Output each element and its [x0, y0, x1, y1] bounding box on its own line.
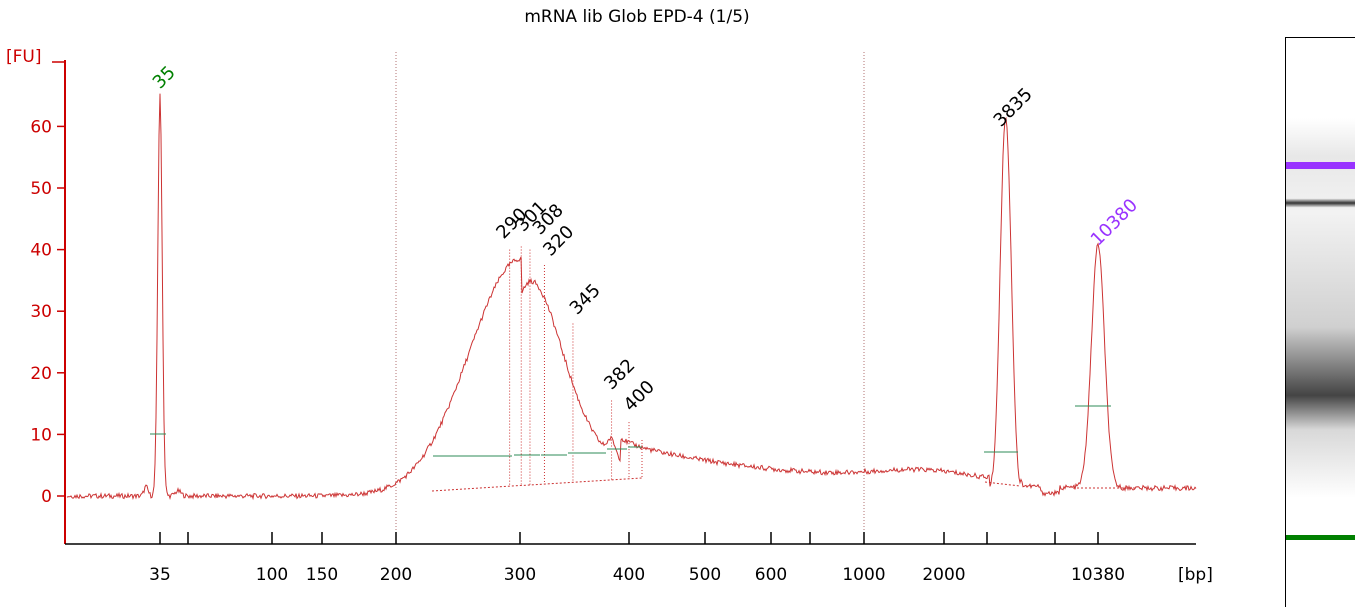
y-tick-label: 40 [30, 241, 52, 261]
gel-smear [1286, 118, 1355, 498]
y-tick-label: 30 [30, 302, 52, 322]
x-axis-unit-label: [bp] [1178, 565, 1213, 585]
x-tick-label: 2000 [922, 565, 965, 585]
gel-upper-marker-band [1286, 162, 1355, 169]
electropherogram-chart: mRNA lib Glob EPD-4 (1/5) [FU] [bp] 0 10 2… [6, 7, 1213, 585]
y-tick-label: 10 [30, 425, 52, 445]
x-tick-label: 35 [149, 565, 171, 585]
y-tick-label: 50 [30, 179, 52, 199]
y-tick-label: 20 [30, 364, 52, 384]
y-tick-label: 60 [30, 117, 52, 137]
chart-title: mRNA lib Glob EPD-4 (1/5) [524, 7, 749, 27]
x-tick-label: 400 [613, 565, 645, 585]
x-tick-label: 600 [755, 565, 787, 585]
peak-label: 10380 [1087, 195, 1142, 250]
x-tick-label: 150 [306, 565, 338, 585]
y-axis-unit-label: [FU] [6, 47, 42, 67]
peak-label: 3835 [990, 84, 1037, 131]
baseline-smear [431, 477, 643, 492]
peak-label: 35 [149, 62, 180, 93]
x-tick-label: 10380 [1071, 565, 1125, 585]
y-tick-label: 0 [41, 487, 52, 507]
x-tick-label: 500 [689, 565, 721, 585]
gel-lower-marker-band [1286, 535, 1355, 540]
gel-lane-image [1285, 37, 1355, 607]
baseline-high-peak [984, 481, 1021, 487]
electropherogram-trace [66, 93, 1197, 501]
peak-label: 345 [566, 280, 605, 319]
gel-high-band [1286, 198, 1355, 208]
x-tick-label: 1000 [842, 565, 885, 585]
x-tick-label: 100 [256, 565, 288, 585]
x-tick-label: 300 [504, 565, 536, 585]
x-tick-label: 200 [380, 565, 412, 585]
